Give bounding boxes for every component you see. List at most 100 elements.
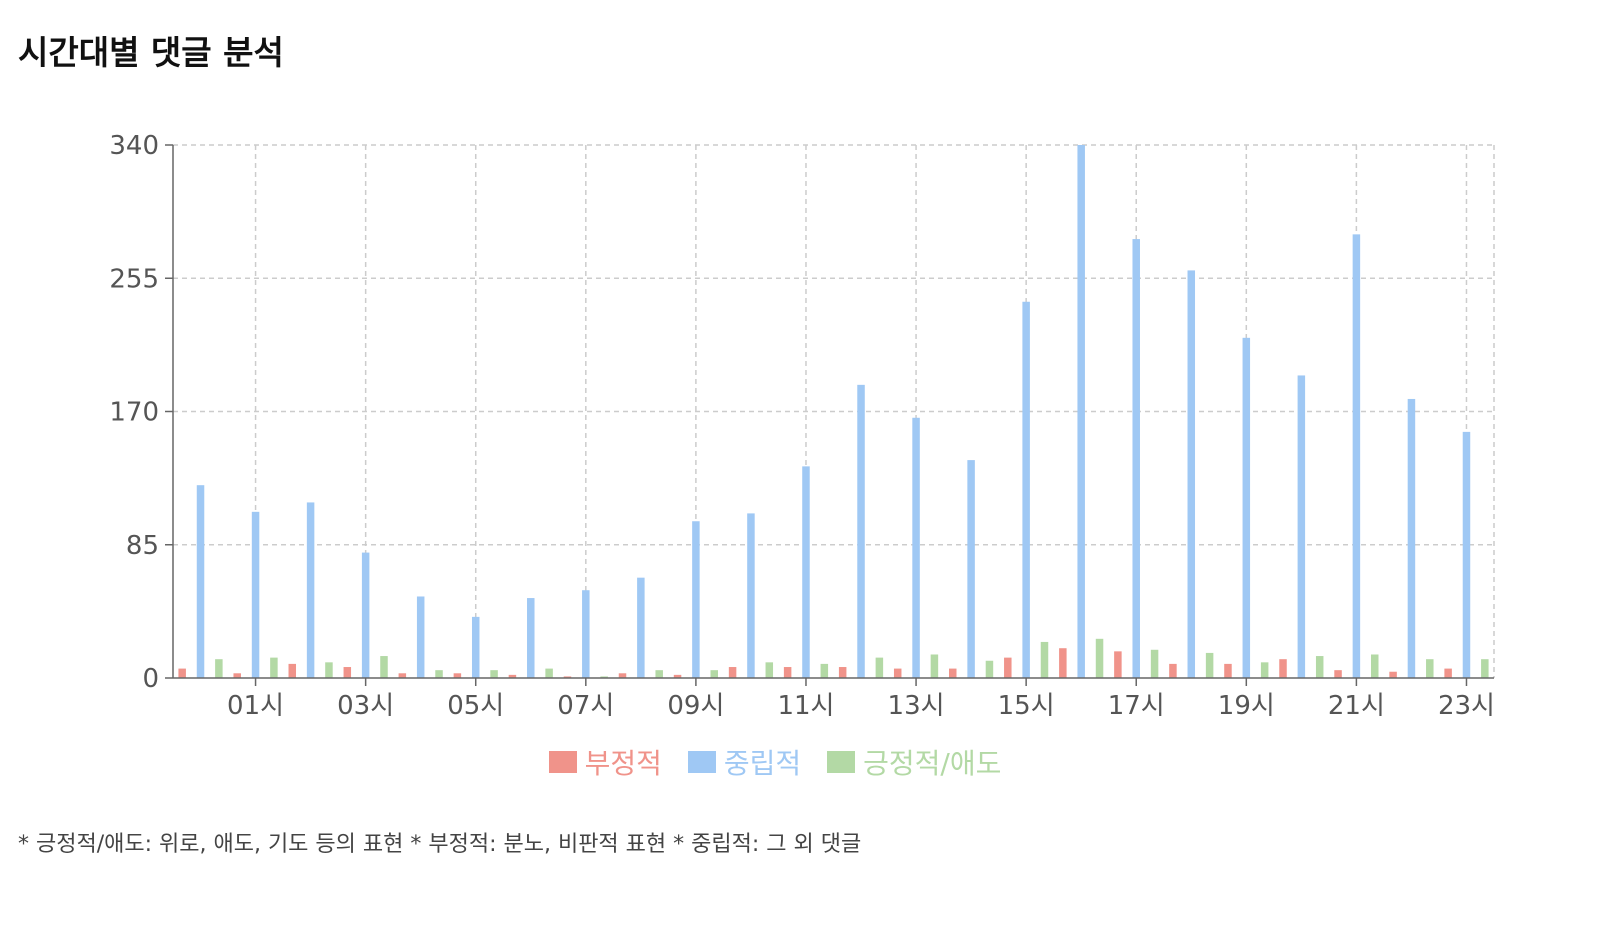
bar-18시-긍정적/애도 [1205,652,1214,678]
bar-16시-부정적 [1059,648,1067,678]
bar-15시-부정적 [1004,657,1012,678]
bar-01시-긍정적/애도 [270,657,278,678]
bar-02시-긍정적/애도 [325,662,333,678]
bar-18시-부정적 [1169,663,1177,678]
bar-03시-중립적 [361,552,370,678]
x-tick-label: 03시 [337,691,394,721]
bar-19시-긍정적/애도 [1260,662,1269,678]
bar-17시-부정적 [1114,651,1122,678]
bar-23시-중립적 [1462,431,1471,678]
bar-23시-부정적 [1444,668,1452,678]
bar-21시-긍정적/애도 [1370,654,1379,678]
bar-00시-부정적 [178,668,186,678]
bar-13시-중립적 [912,417,920,678]
bar-13시-긍정적/애도 [930,654,939,678]
bar-04시-중립적 [416,596,425,678]
bar-21시-중립적 [1352,234,1361,678]
x-tick-label: 21시 [1328,691,1385,721]
bar-23시-긍정적/애도 [1481,659,1489,678]
x-tick-label: 23시 [1438,691,1495,721]
bar-09시-중립적 [692,521,700,678]
legend-label: 중립적 [723,747,802,780]
bar-18시-중립적 [1187,270,1196,678]
bar-16시-긍정적/애도 [1095,638,1104,678]
y-tick-label: 170 [109,398,159,428]
bar-07시-중립적 [582,590,590,678]
bar-21시-부정적 [1334,670,1342,678]
x-tick-label: 07시 [557,691,614,721]
bar-16시-중립적 [1077,145,1085,678]
x-tick-label: 17시 [1108,691,1165,721]
chart-legend: 부정적 중립적 긍정적/애도 [0,742,1550,782]
bar-07시-긍정적/애도 [600,676,608,678]
bar-05시-중립적 [471,616,480,678]
bar-19시-중립적 [1242,337,1251,678]
y-tick-label: 85 [126,531,159,561]
bar-06시-부정적 [508,674,517,678]
legend-label: 긍정적/애도 [863,747,1002,780]
bar-14시-긍정적/애도 [985,660,994,678]
bar-01시-부정적 [233,673,241,678]
y-tick-label: 0 [142,664,159,694]
x-tick-label: 01시 [227,691,284,721]
bar-03시-부정적 [343,667,352,678]
bar-05시-부정적 [453,673,462,678]
bar-09시-부정적 [673,674,682,678]
legend-swatch [687,751,716,773]
bar-08시-중립적 [637,577,645,678]
bar-10시-부정적 [728,667,737,678]
bar-14시-부정적 [949,668,957,678]
bar-12시-중립적 [857,384,865,678]
bar-04시-부정적 [398,673,407,678]
bar-04시-긍정적/애도 [435,670,443,678]
bar-20시-긍정적/애도 [1315,656,1324,678]
legend-item[interactable]: 긍정적/애도 [827,742,1001,782]
bar-17시-긍정적/애도 [1150,649,1159,678]
bar-12시-긍정적/애도 [875,657,884,678]
bar-09시-긍정적/애도 [710,670,718,678]
chart-title: 시간대별 댓글 분석 [18,33,284,72]
bar-06시-긍정적/애도 [545,668,553,678]
bar-11시-중립적 [802,466,810,678]
bar-11시-부정적 [783,667,792,678]
bar-03시-긍정적/애도 [380,656,388,678]
bar-20시-부정적 [1279,659,1287,678]
legend-item[interactable]: 부정적 [548,742,662,782]
x-tick-label: 13시 [888,691,945,721]
y-tick-label: 340 [109,131,159,161]
bar-chart: 0 85 170 255 340 01시 03시 05시 07시 09시 11시 13시 15시 17시 1… [109,131,1495,721]
bar-02시-부정적 [288,663,297,678]
bar-14시-중립적 [967,460,975,678]
bar-22시-부정적 [1389,671,1397,678]
bar-15시-중립적 [1022,301,1030,678]
bar-13시-부정적 [893,668,902,678]
x-tick-label: 05시 [447,691,504,721]
bar-20시-중립적 [1297,375,1306,678]
bar-01시-중립적 [251,511,260,678]
bar-12시-부정적 [838,667,847,678]
x-tick-label: 09시 [667,691,724,721]
bar-02시-중립적 [306,502,315,678]
x-tick-label: 19시 [1218,691,1275,721]
bar-22시-긍정적/애도 [1426,659,1434,678]
bar-15시-긍정적/애도 [1040,641,1049,678]
bar-00시-긍정적/애도 [215,659,223,678]
bar-17시-중립적 [1132,239,1140,678]
bar-08시-긍정적/애도 [655,670,663,678]
bar-05시-긍정적/애도 [490,670,498,678]
bar-10시-중립적 [747,513,755,678]
bar-22시-중립적 [1407,398,1416,678]
x-tick-label: 15시 [998,691,1055,721]
bar-08시-부정적 [618,673,627,678]
legend-swatch [548,751,577,773]
bar-10시-긍정적/애도 [765,662,774,678]
y-tick-label: 255 [109,264,159,294]
bar-07시-부정적 [563,676,572,678]
legend-label: 부정적 [584,747,662,780]
bar-11시-긍정적/애도 [820,663,829,678]
bar-00시-중립적 [196,485,205,678]
legend-item[interactable]: 중립적 [687,742,802,782]
footnote: * 긍정적/애도: 위로, 애도, 기도 등의 표현 * 부정적: 분노, 비판… [18,832,862,857]
x-tick-label: 11시 [777,691,834,721]
legend-swatch [827,751,856,773]
